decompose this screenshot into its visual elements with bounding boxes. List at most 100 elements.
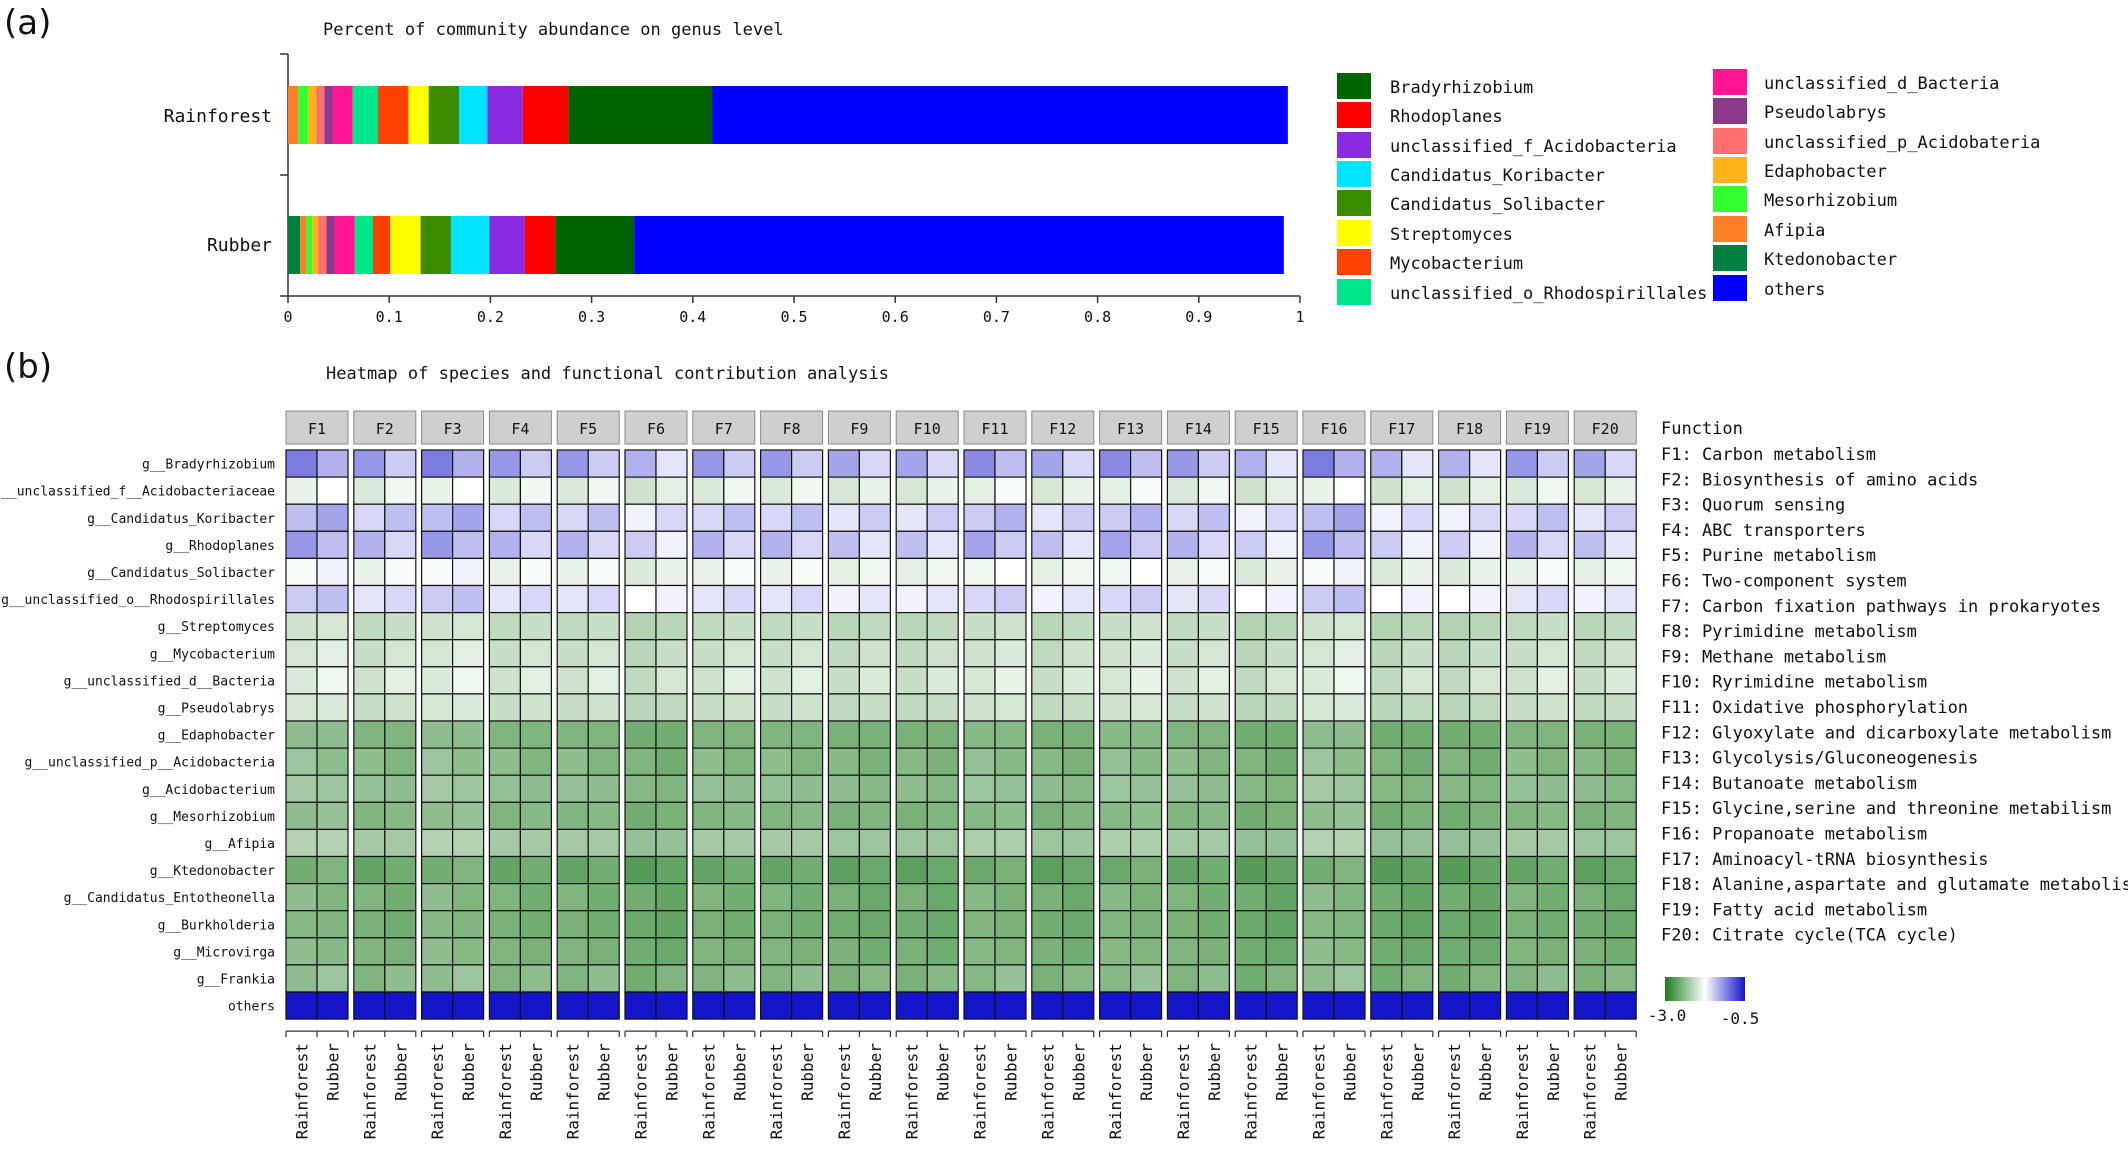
heatmap-cell — [759, 639, 793, 668]
function-header-label: F7 — [715, 420, 733, 438]
heatmap-cell — [587, 801, 620, 830]
heatmap-cell — [1265, 584, 1298, 614]
heatmap-cell — [1370, 666, 1403, 695]
heatmap-cell — [384, 855, 417, 885]
heatmap-cell — [994, 774, 1027, 803]
legend-swatch — [1337, 220, 1371, 246]
heatmap-cell — [1573, 855, 1606, 885]
heatmap-cell — [1401, 720, 1434, 749]
heatmap-cell — [994, 666, 1027, 695]
heatmap-cell — [1505, 774, 1539, 803]
heatmap-cell — [1505, 964, 1539, 993]
heatmap-cell — [452, 774, 485, 803]
heatmap-cell — [858, 584, 892, 614]
color-scale: -3.0 -0.5 — [1648, 977, 1759, 1028]
heatmap-cell — [1197, 530, 1231, 559]
heatmap-cell — [1505, 910, 1539, 939]
heatmap-cell — [655, 503, 688, 532]
heatmap-cell — [858, 882, 892, 912]
heatmap-cell — [723, 828, 756, 858]
heatmap-cell — [452, 557, 485, 587]
heatmap-cell — [963, 828, 996, 858]
heatmap-cell — [655, 937, 688, 966]
heatmap-cell — [556, 666, 589, 695]
heatmap-cell — [353, 991, 386, 1020]
heatmap-cell — [895, 557, 928, 587]
heatmap-cell — [994, 639, 1027, 668]
heatmap-cell — [384, 639, 417, 668]
heatmap-cell — [421, 693, 454, 722]
heatmap-cell — [1098, 503, 1132, 532]
heatmap-cell — [1370, 910, 1403, 939]
heatmap-cell — [1333, 774, 1366, 803]
sample-label: Rainforest — [699, 1043, 718, 1139]
heatmap-cell — [1098, 693, 1132, 722]
heatmap-cell — [963, 693, 996, 722]
heatmap-cell — [624, 964, 657, 993]
species-label: g__Candidatus_Koribacter — [87, 512, 275, 527]
heatmap-cell — [1031, 882, 1064, 912]
bar-segment — [306, 216, 313, 274]
heatmap-cell — [692, 801, 725, 830]
heatmap-cell — [556, 747, 589, 776]
heatmap-cell — [1370, 503, 1403, 532]
heatmap-cell — [1437, 666, 1471, 695]
heatmap-cell — [384, 774, 417, 803]
function-header — [1370, 410, 1434, 445]
heatmap-cell — [963, 666, 996, 695]
heatmap-cell — [1098, 855, 1132, 885]
heatmap-cell — [655, 720, 688, 749]
heatmap-cell — [1265, 720, 1298, 749]
heatmap-cell — [1401, 910, 1434, 939]
function-header — [1234, 410, 1298, 445]
heatmap-cell — [1166, 774, 1200, 803]
heatmap-cell — [1129, 774, 1163, 803]
heatmap-cell — [1468, 611, 1502, 641]
heatmap-cell — [1333, 503, 1366, 532]
bar-segment — [332, 86, 353, 144]
x-tick-label: 0.9 — [1185, 308, 1212, 326]
heatmap-cell — [1302, 584, 1335, 614]
heatmap-cell — [556, 611, 589, 641]
bar-segment — [288, 216, 301, 274]
sample-label: Rubber — [459, 1043, 478, 1101]
function-legend-item: F13: Glycolysis/Gluconeogenesis — [1661, 749, 1978, 769]
heatmap-cell — [1302, 530, 1335, 559]
legend-label: Rhodoplanes — [1390, 107, 1503, 127]
heatmap-cell — [692, 557, 725, 587]
heatmap-cell — [316, 476, 349, 505]
heatmap-cell — [1604, 503, 1637, 532]
function-header — [760, 410, 824, 445]
heatmap-cell — [963, 882, 996, 912]
heatmap-cell — [858, 801, 892, 830]
heatmap-cell — [963, 503, 996, 532]
heatmap-cell — [963, 964, 996, 993]
x-tick-label: 0.2 — [477, 308, 504, 326]
heatmap-cell — [421, 828, 454, 858]
function-legend-item: F4: ABC transporters — [1661, 521, 1866, 541]
heatmap-cell — [488, 720, 521, 749]
heatmap-cell — [1234, 855, 1267, 885]
heatmap-cell — [895, 747, 928, 776]
heatmap-cell — [895, 476, 928, 505]
heatmap-cell — [963, 476, 996, 505]
heatmap-cell — [624, 530, 657, 559]
sample-label: Rainforest — [564, 1043, 583, 1139]
species-label: g__unclassified_o__Rhodospirillales — [1, 593, 275, 608]
heatmap-cell — [655, 964, 688, 993]
heatmap-cell — [488, 828, 521, 858]
heatmap-cell — [1062, 774, 1095, 803]
heatmap-cell — [827, 639, 861, 668]
heatmap-cell — [858, 666, 892, 695]
heatmap-cell — [963, 991, 996, 1020]
sample-label: Rubber — [730, 1043, 749, 1101]
bar-segment — [312, 216, 319, 274]
heatmap-cell — [1401, 991, 1434, 1020]
function-header-label: F3 — [444, 420, 462, 438]
heatmap-cell — [1505, 882, 1539, 912]
x-tick-label: 0.1 — [376, 308, 403, 326]
heatmap-cell — [556, 828, 589, 858]
legend-swatch — [1713, 186, 1747, 212]
heatmap-cell — [353, 910, 386, 939]
heatmap-cell — [963, 774, 996, 803]
